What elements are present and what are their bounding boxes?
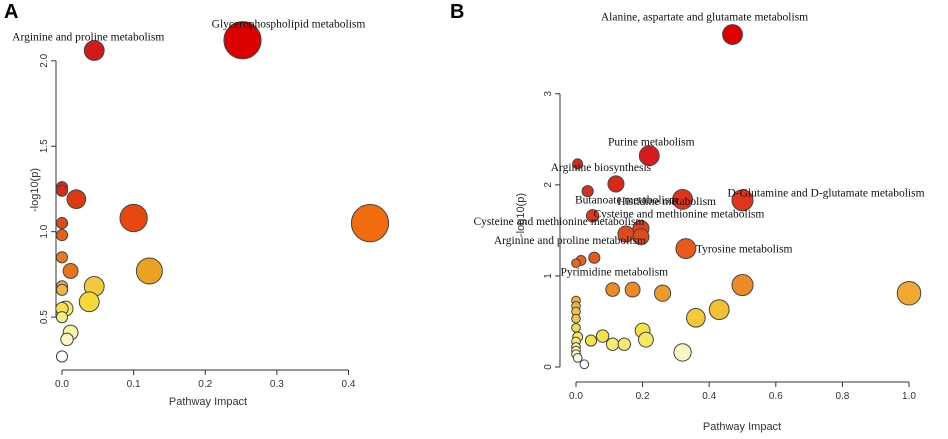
panel-a-x-axis-title: Pathway Impact [169,396,247,408]
panel-a-point [55,229,69,242]
panel-a-letter: A [4,1,18,23]
panel-b-y-tick-label: 3 [543,91,554,97]
panel-a-y-tick-label: 2.0 [39,53,50,67]
panel-a-point [55,350,69,363]
panel-a-point [66,189,87,210]
panel-b-y-tick-label: 0 [543,364,554,370]
panel-b-point [584,334,598,347]
panel-a-y-tick-label: 1.0 [39,224,50,238]
panel-a-x-tick-label: 0.0 [55,379,69,390]
panel-b-x-tick-label: 0.2 [636,391,650,402]
panel-b-point-label: Arginine biosynthesis [551,162,652,174]
panel-b-point-label: D-Glutamine and D-glutamate metabolism [728,187,925,199]
panel-b-axes: 0.0 0.2 0.4 0.6 0.8 1.0 0 1 2 3 [543,91,916,402]
panel-b-point [637,331,654,348]
panel-b-x-tick-label: 0.0 [569,391,583,402]
panel-a-point [62,263,79,279]
panel-a-point-label: Arginine and proline metabolism [12,32,164,44]
panel-b-point [588,251,601,264]
panel-a-y-tick-label: 1.5 [39,139,50,153]
panel-b-point [731,189,754,212]
panel-b-x-tick-label: 0.8 [835,391,849,402]
panel-b-point-label: Purine metabolism [608,137,695,149]
panel-b-point-label: Alanine, aspartate and glutamate metabol… [601,12,808,24]
panel-b-point-label: Cysteine and methionine metabolism [474,216,645,228]
panel-b-point [581,185,594,198]
panel-b-point [731,273,754,297]
panel-a-point [55,184,69,197]
panel-b-point [624,281,641,298]
panel-b-point [722,24,743,45]
panel-b-point [585,209,600,223]
panel-b-point [686,308,706,328]
panel-a-point [55,217,69,230]
panel-a: A Pathway Impact -log10(p) 0.0 0.1 0.2 0.3 0… [4,1,390,408]
panel-a-x-tick-label: 0.1 [127,379,141,390]
panel-a-point [55,311,69,324]
panel-b-point [572,158,584,170]
panel-b-x-tick-label: 0.4 [702,391,716,402]
panel-b-point [675,238,697,260]
panel-a-x-tick-label: 0.2 [198,379,212,390]
panel-a-x-tick-label: 0.4 [342,379,356,390]
panel-b-point [605,337,620,351]
panel-b-point [572,353,583,363]
panel-b-point-labels: Alanine, aspartate and glutamate metabol… [474,12,925,279]
panel-b-x-tick-label: 1.0 [902,391,916,402]
panel-b: B Pathway Impact -log10(p) 0.0 0.2 0.4 0.6 0… [450,1,925,433]
panel-b-point-label: Histidine metabolism [617,196,716,208]
panel-b-y-axis-title: -log10(p) [515,193,527,237]
panel-a-point [350,204,390,243]
panel-b-x-axis-title: Pathway Impact [703,421,781,433]
panel-b-point [607,175,625,193]
panel-b-point [579,359,590,370]
panel-a-point [78,291,100,313]
panel-b-letter: B [450,1,464,23]
panel-a-point [55,283,69,296]
panel-b-point-label: Cysteine and methionine metabolism [593,209,764,221]
panel-a-point [119,203,148,233]
panel-b-point-label: Butanoate metabolism [575,194,678,206]
panel-a-y-axis-title: -log10(p) [29,168,41,212]
panel-a-point [135,257,163,285]
panel-b-point [571,322,581,333]
panel-b-y-tick-label: 2 [543,182,554,188]
panel-b-y-tick-label: 1 [543,273,554,279]
panel-b-point [654,284,672,302]
panel-a-point-labels: Glycerophospholipid metabolism Arginine a… [12,18,365,43]
panel-a-point [83,40,105,61]
panel-b-point [673,343,692,362]
panel-b-x-tick-label: 0.6 [769,391,783,402]
panel-b-point [638,145,660,167]
panel-a-axes: 0.0 0.1 0.2 0.3 0.4 0.5 1.0 1.5 2.0 [39,53,356,390]
panel-a-x-tick-label: 0.3 [270,379,284,390]
panel-b-point [672,188,693,210]
panel-b-points [571,24,922,370]
panel-b-point [571,313,581,324]
panel-a-point [60,332,74,347]
panel-b-point [708,299,730,321]
panel-b-point [595,329,610,343]
panel-b-point-label: Arginine and proline metabolism [494,235,646,247]
panel-b-point-label: Tyrosine metabolism [696,244,793,256]
panel-b-point [605,282,620,297]
panel-b-point [617,337,631,351]
panel-a-point-label: Glycerophospholipid metabolism [212,18,366,30]
panel-a-point [223,21,262,60]
panel-a-point [55,251,69,264]
panel-b-point [632,228,650,246]
panel-a-y-tick-label: 0.5 [39,310,50,324]
panel-b-point [571,258,581,269]
panel-b-point-label: Pyrimidine metabolism [560,267,668,279]
panel-b-point [896,280,922,306]
panel-a-points [55,21,390,363]
